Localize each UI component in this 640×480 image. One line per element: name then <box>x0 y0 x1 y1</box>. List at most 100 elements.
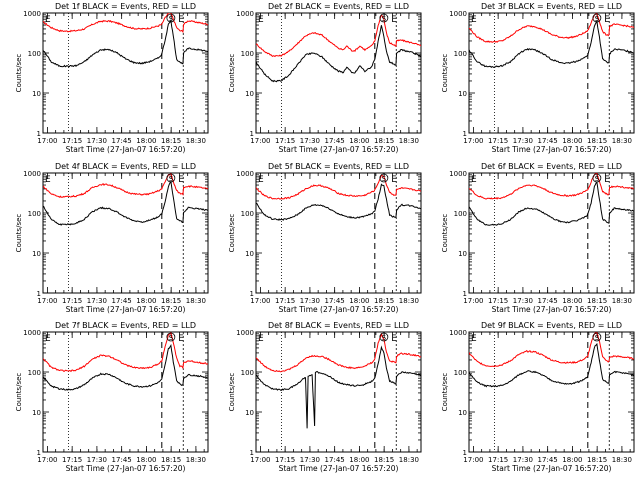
series-group <box>469 173 634 226</box>
y-tick-label: 10 <box>458 90 467 98</box>
x-tick-label: 18:15 <box>374 456 394 464</box>
x-tick-label: 17:30 <box>87 297 107 305</box>
x-axis-label: Start Time (27-Jan-07 16:57:20) <box>279 464 399 473</box>
events-series-line <box>43 180 208 226</box>
detector-panel-2: Det 2f BLACK = Events, RED = LLD 1 10 100 10… <box>228 2 422 154</box>
x-tick-label: 18:00 <box>349 456 369 464</box>
panel-title: Det 3f BLACK = Events, RED = LLD <box>481 2 622 11</box>
x-tick-label: 18:00 <box>562 456 582 464</box>
y-tick-label: 1 <box>250 449 254 457</box>
y-tick-label: 100 <box>28 210 41 218</box>
x-tick-label: 18:30 <box>186 137 206 145</box>
x-tick-label: 17:30 <box>300 297 320 305</box>
y-axis-label: Counts/sec <box>441 214 449 253</box>
x-tick-label: 17:45 <box>538 297 558 305</box>
end-marker-e: E <box>604 334 610 344</box>
x-tick-label: 17:15 <box>488 456 508 464</box>
plot-frame <box>255 172 422 294</box>
peak-marker-circle <box>592 13 602 23</box>
y-tick-label: 1000 <box>23 329 41 337</box>
start-marker-e: E <box>471 15 477 25</box>
panel-title: Det 8f BLACK = Events, RED = LLD <box>268 321 409 330</box>
x-tick-label: 18:30 <box>186 456 206 464</box>
x-tick-label: 17:45 <box>538 137 558 145</box>
peak-marker-circle <box>379 13 389 23</box>
peak-marker-circle <box>166 332 176 342</box>
end-marker-e: E <box>178 334 184 344</box>
x-tick-label: 17:45 <box>112 137 132 145</box>
x-tick-label: 18:15 <box>374 137 394 145</box>
x-tick-label: 17:15 <box>275 297 295 305</box>
y-tick-label: 10 <box>245 409 254 417</box>
peak-marker-s: S <box>382 175 387 183</box>
peak-marker-s: S <box>382 334 387 342</box>
peak-marker-circle <box>592 332 602 342</box>
y-axis-label: Counts/sec <box>228 214 236 253</box>
y-tick-label: 100 <box>454 50 467 58</box>
events-series-line <box>469 181 634 226</box>
x-tick-label: 17:00 <box>37 456 57 464</box>
x-tick-label: 18:00 <box>349 297 369 305</box>
x-tick-label: 18:00 <box>349 137 369 145</box>
start-marker-e: E <box>471 334 477 344</box>
x-tick-label: 17:00 <box>250 137 270 145</box>
start-marker-e: E <box>471 175 477 185</box>
y-tick-label: 1000 <box>449 170 467 178</box>
x-tick-label: 17:00 <box>463 456 483 464</box>
y-tick-label: 1000 <box>236 10 254 18</box>
detector-panel-7: Det 7f BLACK = Events, RED = LLD 1 10 100 10… <box>15 321 209 473</box>
x-tick-label: 18:30 <box>399 137 419 145</box>
x-tick-label: 17:15 <box>275 456 295 464</box>
x-axis-label: Start Time (27-Jan-07 16:57:20) <box>492 145 612 154</box>
y-tick-label: 1000 <box>449 10 467 18</box>
end-marker-e: E <box>178 15 184 25</box>
x-tick-label: 18:00 <box>562 137 582 145</box>
x-tick-label: 17:45 <box>112 297 132 305</box>
lld-series-line <box>469 13 634 43</box>
y-axis-label: Counts/sec <box>15 214 23 253</box>
x-tick-label: 17:30 <box>87 137 107 145</box>
peak-marker-s: S <box>169 175 174 183</box>
events-series-line <box>256 25 421 83</box>
series-group <box>43 13 208 68</box>
y-tick-label: 10 <box>245 250 254 258</box>
plot-frame <box>42 172 209 294</box>
detector-panel-6: Det 6f BLACK = Events, RED = LLD 1 10 100 10… <box>441 162 635 314</box>
x-tick-label: 17:45 <box>538 456 558 464</box>
lld-series-line <box>43 13 208 34</box>
x-tick-label: 18:15 <box>161 297 181 305</box>
panel-title: Det 2f BLACK = Events, RED = LLD <box>268 2 409 11</box>
end-marker-e: E <box>604 15 610 25</box>
x-tick-label: 17:00 <box>37 137 57 145</box>
x-tick-label: 17:00 <box>250 297 270 305</box>
lld-series-line <box>256 333 421 373</box>
detector-panel-3: Det 3f BLACK = Events, RED = LLD 1 10 100 10… <box>441 2 635 154</box>
series-group <box>256 174 421 221</box>
x-tick-label: 18:15 <box>587 297 607 305</box>
plot-frame <box>468 331 635 453</box>
panel-title: Det 6f BLACK = Events, RED = LLD <box>481 162 622 171</box>
panel-title: Det 4f BLACK = Events, RED = LLD <box>55 162 196 171</box>
peak-marker-s: S <box>595 175 600 183</box>
y-tick-label: 10 <box>458 409 467 417</box>
lld-series-line <box>43 173 208 199</box>
series-group <box>256 333 421 429</box>
lld-series-line <box>43 332 208 373</box>
y-tick-label: 1000 <box>23 10 41 18</box>
y-tick-label: 100 <box>454 369 467 377</box>
y-axis-label: Counts/sec <box>228 54 236 93</box>
y-axis-label: Counts/sec <box>441 373 449 412</box>
panel-title: Det 1f BLACK = Events, RED = LLD <box>55 2 196 11</box>
x-tick-label: 17:00 <box>250 456 270 464</box>
peak-marker-s: S <box>595 15 600 23</box>
x-tick-label: 18:30 <box>612 456 632 464</box>
x-tick-label: 17:30 <box>513 297 533 305</box>
y-tick-label: 1 <box>463 449 467 457</box>
events-series-line <box>256 183 421 221</box>
x-tick-label: 17:45 <box>325 137 345 145</box>
x-tick-label: 17:15 <box>488 137 508 145</box>
peak-marker-circle <box>379 332 389 342</box>
x-tick-label: 18:00 <box>136 297 156 305</box>
x-tick-label: 17:45 <box>325 456 345 464</box>
y-tick-label: 1 <box>37 130 41 138</box>
